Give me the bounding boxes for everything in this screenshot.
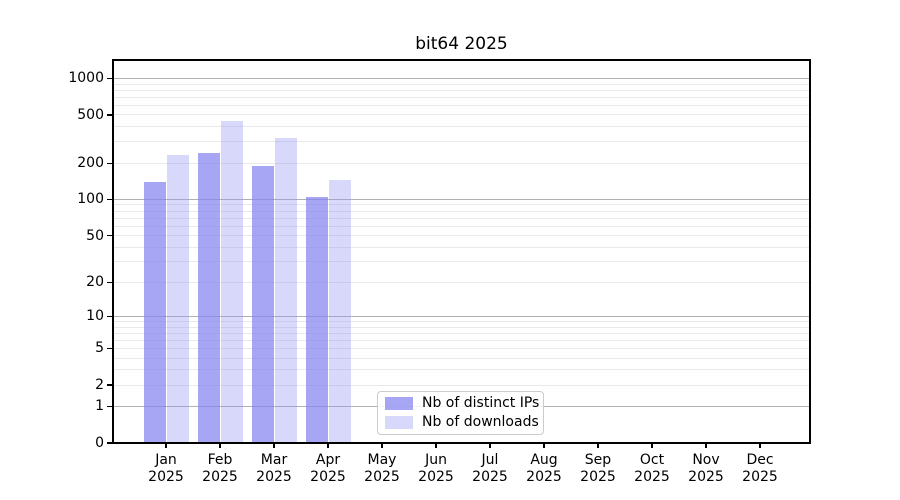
gridline-minor (113, 96, 810, 98)
y-tick-label-0: 0 (95, 435, 104, 451)
gridline-minor (113, 141, 810, 143)
legend-swatch-distinct-ips (385, 397, 413, 410)
gridline-minor (113, 339, 810, 341)
y-tick-label-20: 20 (86, 274, 104, 291)
gridline-minor (113, 204, 810, 206)
gridline-minor (113, 162, 810, 164)
gridline-minor (113, 114, 810, 116)
bar-downloads-feb (220, 120, 243, 443)
x-tick-label-nov: Nov 2025 (688, 452, 724, 485)
x-tick-label-apr: Apr 2025 (310, 452, 346, 485)
gridline-major (113, 77, 810, 79)
y-tick (107, 384, 112, 386)
x-tick-label-aug: Aug 2025 (526, 452, 562, 485)
gridline-minor (113, 326, 810, 328)
gridline-minor (113, 83, 810, 85)
x-tick (489, 443, 491, 448)
bar-distinct-ips-jan (143, 181, 166, 443)
x-tick (759, 443, 761, 448)
gridline-minor (113, 104, 810, 106)
legend-item-downloads: Nb of downloads (385, 415, 543, 430)
bar-downloads-apr (328, 180, 351, 443)
gridline-minor (113, 384, 810, 386)
gridline-minor (113, 126, 810, 128)
legend-swatch-downloads (385, 416, 413, 429)
y-tick-label-500: 500 (77, 106, 104, 123)
y-tick (107, 442, 112, 444)
gridline-minor (113, 281, 810, 283)
y-tick (107, 77, 112, 80)
x-tick (435, 443, 437, 448)
gridline-minor (113, 321, 810, 322)
x-tick (327, 443, 329, 448)
gridline-minor (113, 347, 810, 349)
bar-distinct-ips-apr (305, 196, 328, 443)
x-tick (273, 443, 275, 448)
y-tick (107, 315, 112, 318)
gridline-minor (113, 332, 810, 334)
legend-label-downloads: Nb of downloads (422, 414, 539, 430)
y-tick (107, 198, 112, 201)
x-tick-label-jul: Jul 2025 (472, 452, 508, 485)
gridline-minor (113, 369, 810, 371)
x-tick (381, 443, 383, 448)
gridline-minor (113, 235, 810, 237)
legend-item-distinct-ips: Nb of distinct IPs (385, 396, 543, 411)
y-tick (107, 347, 112, 350)
y-tick (107, 162, 112, 164)
x-tick (543, 443, 545, 448)
y-tick-label-200: 200 (77, 155, 104, 172)
x-tick-label-may: May 2025 (364, 452, 400, 485)
y-tick-label-1000: 1000 (68, 70, 104, 87)
y-tick-label-10: 10 (86, 308, 104, 325)
x-tick (597, 443, 599, 448)
x-tick-label-jun: Jun 2025 (418, 452, 454, 485)
x-tick (165, 443, 167, 448)
gridline-minor (113, 225, 810, 227)
y-tick (107, 114, 112, 116)
gridline-minor (113, 217, 810, 219)
axis-spine-bottom (112, 442, 811, 444)
gridline-minor (113, 357, 810, 359)
y-tick-label-1: 1 (95, 398, 104, 415)
bar-distinct-ips-feb (197, 152, 220, 443)
gridline-minor (113, 246, 810, 248)
y-tick-label-50: 50 (86, 227, 104, 244)
x-tick (651, 443, 653, 448)
y-tick-label-5: 5 (95, 340, 104, 357)
gridline-minor (113, 89, 810, 91)
y-tick-label-100: 100 (77, 191, 104, 208)
axis-spine-right (809, 59, 811, 444)
y-tick (107, 281, 112, 283)
x-tick-label-jan: Jan 2025 (148, 452, 184, 485)
y-tick (107, 234, 112, 237)
x-tick-label-sep: Sep 2025 (580, 452, 616, 485)
gridline-major (113, 198, 810, 200)
x-tick-label-mar: Mar 2025 (256, 452, 292, 485)
legend-label-distinct-ips: Nb of distinct IPs (422, 395, 540, 411)
x-tick-label-dec: Dec 2025 (742, 452, 778, 485)
bar-distinct-ips-mar (251, 165, 274, 443)
gridline-minor (113, 210, 810, 212)
y-tick-label-2: 2 (95, 377, 104, 394)
x-tick-label-feb: Feb 2025 (202, 452, 238, 485)
legend: Nb of distinct IPs Nb of downloads (377, 391, 544, 435)
axis-spine-top (112, 59, 811, 61)
x-tick (705, 443, 707, 448)
gridline-minor (113, 261, 810, 263)
axis-spine-left (112, 59, 114, 444)
gridline-major (113, 315, 810, 317)
y-tick (107, 405, 112, 407)
bar-downloads-mar (274, 138, 297, 443)
chart-title: bit64 2025 (415, 34, 508, 54)
x-tick (219, 443, 221, 448)
bar-downloads-jan (166, 154, 189, 443)
plot-area (107, 60, 810, 448)
x-tick-label-oct: Oct 2025 (634, 452, 670, 485)
